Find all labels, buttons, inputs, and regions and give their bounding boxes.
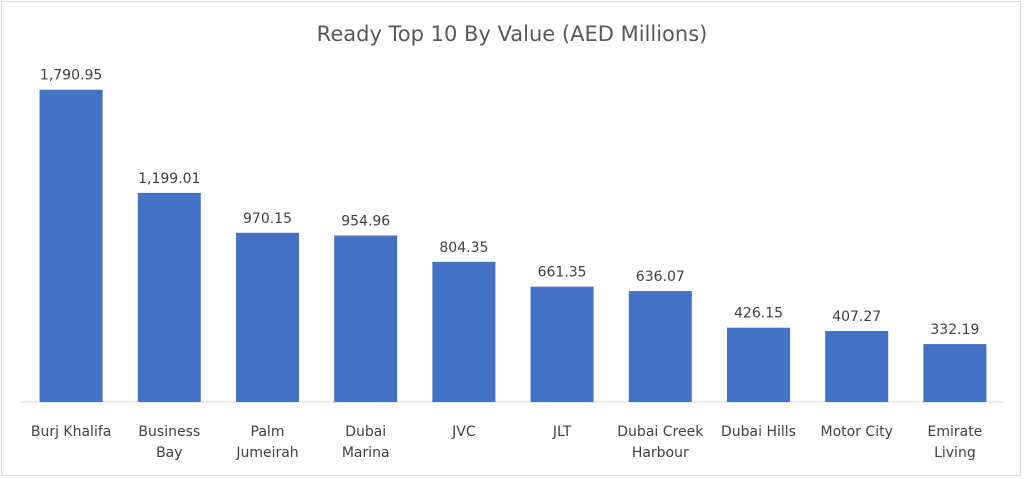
data-label-4: 804.35 <box>439 240 488 256</box>
category-label-1-line-0: Business <box>138 424 200 440</box>
bar-9 <box>923 344 987 402</box>
category-label-3-line-0: Dubai <box>345 424 386 440</box>
bar-3 <box>334 235 398 402</box>
bar-1 <box>137 192 201 402</box>
bar-7 <box>727 327 790 402</box>
data-label-3: 954.96 <box>341 214 390 230</box>
category-label-9-line-1: Living <box>934 445 976 461</box>
category-label-2-line-0: Palm <box>251 424 285 440</box>
data-label-8: 407.27 <box>832 309 881 325</box>
category-label-7: Dubai Hills <box>721 424 796 440</box>
bar-0 <box>39 89 103 402</box>
category-label-2-line-1: Jumeirah <box>235 445 298 461</box>
category-label-4: JVC <box>451 424 476 440</box>
category-label-8: Motor City <box>821 424 893 440</box>
data-labels-group: 1,790.95 1,199.01 970.15 954.96 804.35 661.35… <box>40 68 979 338</box>
data-label-0: 1,790.95 <box>40 68 102 84</box>
bar-2 <box>236 232 299 402</box>
category-label-6-line-1: Harbour <box>632 445 689 461</box>
bars-group <box>39 89 987 402</box>
bar-4 <box>432 261 496 402</box>
category-label-6-line-0: Dubai Creek <box>617 424 704 440</box>
category-label-5: JLT <box>552 424 572 440</box>
data-label-5: 661.35 <box>538 265 587 281</box>
bar-8 <box>825 331 889 402</box>
data-label-1: 1,199.01 <box>138 171 200 187</box>
category-label-0: Burj Khalifa <box>31 424 112 440</box>
chart-title: Ready Top 10 By Value (AED Millions) <box>316 22 708 46</box>
data-label-7: 426.15 <box>734 306 783 322</box>
data-label-6: 636.07 <box>636 269 685 285</box>
bar-5 <box>530 286 594 402</box>
bar-6 <box>628 291 692 402</box>
category-label-9-line-0: Emirate <box>927 424 982 440</box>
category-labels-group: Burj Khalifa Business Bay Palm Jumeirah Dubai… <box>31 424 982 461</box>
data-label-2: 970.15 <box>243 211 292 227</box>
data-label-9: 332.19 <box>930 322 979 338</box>
category-label-3-line-1: Marina <box>342 445 390 461</box>
category-label-1-line-1: Bay <box>156 445 182 461</box>
